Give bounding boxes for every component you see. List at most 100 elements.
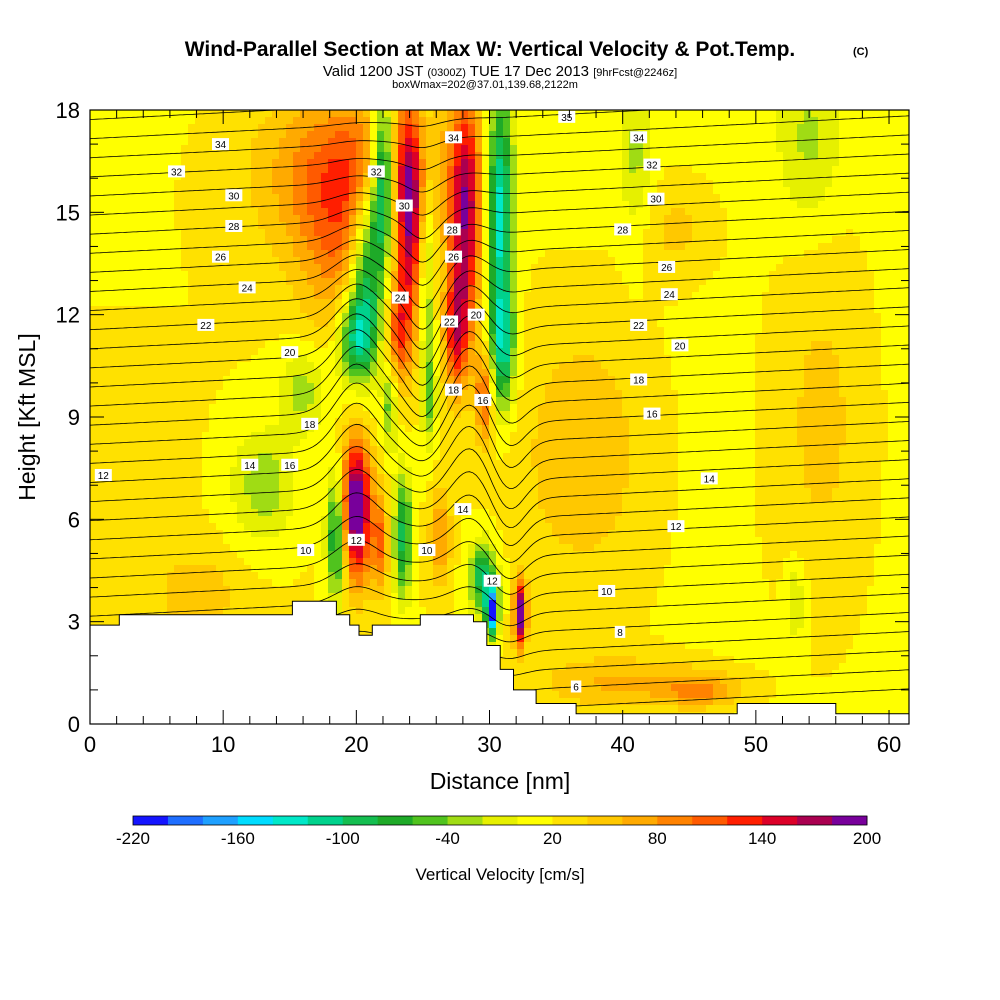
- velocity-cell: [335, 600, 343, 608]
- velocity-cell: [139, 117, 147, 125]
- velocity-cell: [209, 439, 217, 447]
- velocity-cell: [321, 222, 329, 230]
- velocity-cell: [300, 502, 308, 510]
- velocity-cell: [405, 285, 413, 293]
- velocity-cell: [230, 320, 238, 328]
- velocity-cell: [426, 537, 434, 545]
- velocity-cell: [160, 481, 168, 489]
- velocity-cell: [195, 271, 203, 279]
- velocity-cell: [342, 299, 350, 307]
- velocity-cell: [167, 278, 175, 286]
- velocity-cell: [132, 222, 140, 230]
- velocity-cell: [146, 166, 154, 174]
- velocity-cell: [118, 453, 126, 461]
- velocity-cell: [209, 411, 217, 419]
- velocity-cell: [349, 229, 357, 237]
- velocity-cell: [167, 523, 175, 531]
- velocity-cell: [412, 194, 420, 202]
- velocity-cell: [132, 600, 140, 608]
- velocity-cell: [342, 509, 350, 517]
- velocity-cell: [90, 208, 98, 216]
- velocity-cell: [146, 558, 154, 566]
- velocity-cell: [153, 320, 161, 328]
- velocity-cell: [153, 383, 161, 391]
- velocity-cell: [209, 348, 217, 356]
- velocity-cell: [377, 138, 385, 146]
- velocity-cell: [447, 348, 455, 356]
- velocity-cell: [377, 327, 385, 335]
- velocity-cell: [153, 404, 161, 412]
- velocity-cell: [426, 243, 434, 251]
- velocity-cell: [426, 565, 434, 573]
- velocity-cell: [349, 180, 357, 188]
- velocity-cell: [433, 110, 441, 118]
- velocity-cell: [377, 544, 385, 552]
- velocity-cell: [258, 278, 266, 286]
- velocity-cell: [405, 152, 413, 160]
- velocity-cell: [356, 341, 364, 349]
- velocity-cell: [321, 313, 329, 321]
- velocity-cell: [440, 201, 448, 209]
- velocity-cell: [104, 215, 112, 223]
- velocity-cell: [419, 278, 427, 286]
- velocity-cell: [482, 509, 490, 517]
- velocity-cell: [146, 446, 154, 454]
- velocity-cell: [279, 215, 287, 223]
- velocity-cell: [482, 516, 490, 524]
- velocity-cell: [195, 362, 203, 370]
- velocity-cell: [454, 166, 462, 174]
- velocity-cell: [251, 544, 259, 552]
- velocity-cell: [188, 523, 196, 531]
- velocity-cell: [377, 278, 385, 286]
- velocity-cell: [195, 502, 203, 510]
- velocity-cell: [216, 607, 224, 615]
- velocity-cell: [223, 397, 231, 405]
- velocity-cell: [482, 236, 490, 244]
- velocity-cell: [468, 390, 476, 398]
- velocity-cell: [104, 362, 112, 370]
- velocity-cell: [181, 278, 189, 286]
- velocity-cell: [391, 586, 399, 594]
- velocity-cell: [265, 572, 273, 580]
- velocity-cell: [363, 264, 371, 272]
- velocity-cell: [216, 131, 224, 139]
- velocity-cell: [174, 523, 182, 531]
- velocity-cell: [440, 110, 448, 118]
- velocity-cell: [230, 537, 238, 545]
- velocity-cell: [398, 152, 406, 160]
- velocity-cell: [132, 355, 140, 363]
- velocity-cell: [363, 607, 371, 615]
- velocity-cell: [461, 439, 469, 447]
- velocity-cell: [391, 229, 399, 237]
- velocity-cell: [454, 523, 462, 531]
- velocity-cell: [223, 544, 231, 552]
- velocity-cell: [482, 299, 490, 307]
- velocity-cell: [293, 530, 301, 538]
- velocity-cell: [433, 166, 441, 174]
- velocity-cell: [265, 271, 273, 279]
- velocity-cell: [118, 236, 126, 244]
- velocity-cell: [482, 215, 490, 223]
- velocity-cell: [97, 222, 105, 230]
- velocity-cell: [349, 446, 357, 454]
- velocity-cell: [328, 341, 336, 349]
- velocity-cell: [216, 187, 224, 195]
- velocity-cell: [356, 334, 364, 342]
- velocity-cell: [419, 285, 427, 293]
- velocity-cell: [412, 453, 420, 461]
- velocity-cell: [216, 544, 224, 552]
- velocity-cell: [342, 131, 350, 139]
- velocity-cell: [195, 341, 203, 349]
- velocity-cell: [265, 481, 273, 489]
- velocity-cell: [272, 411, 280, 419]
- velocity-cell: [160, 446, 168, 454]
- velocity-cell: [405, 579, 413, 587]
- velocity-cell: [265, 236, 273, 244]
- velocity-cell: [419, 369, 427, 377]
- velocity-cell: [258, 299, 266, 307]
- velocity-cell: [342, 572, 350, 580]
- velocity-cell: [447, 439, 455, 447]
- velocity-cell: [307, 229, 315, 237]
- velocity-cell: [349, 572, 357, 580]
- velocity-cell: [244, 306, 252, 314]
